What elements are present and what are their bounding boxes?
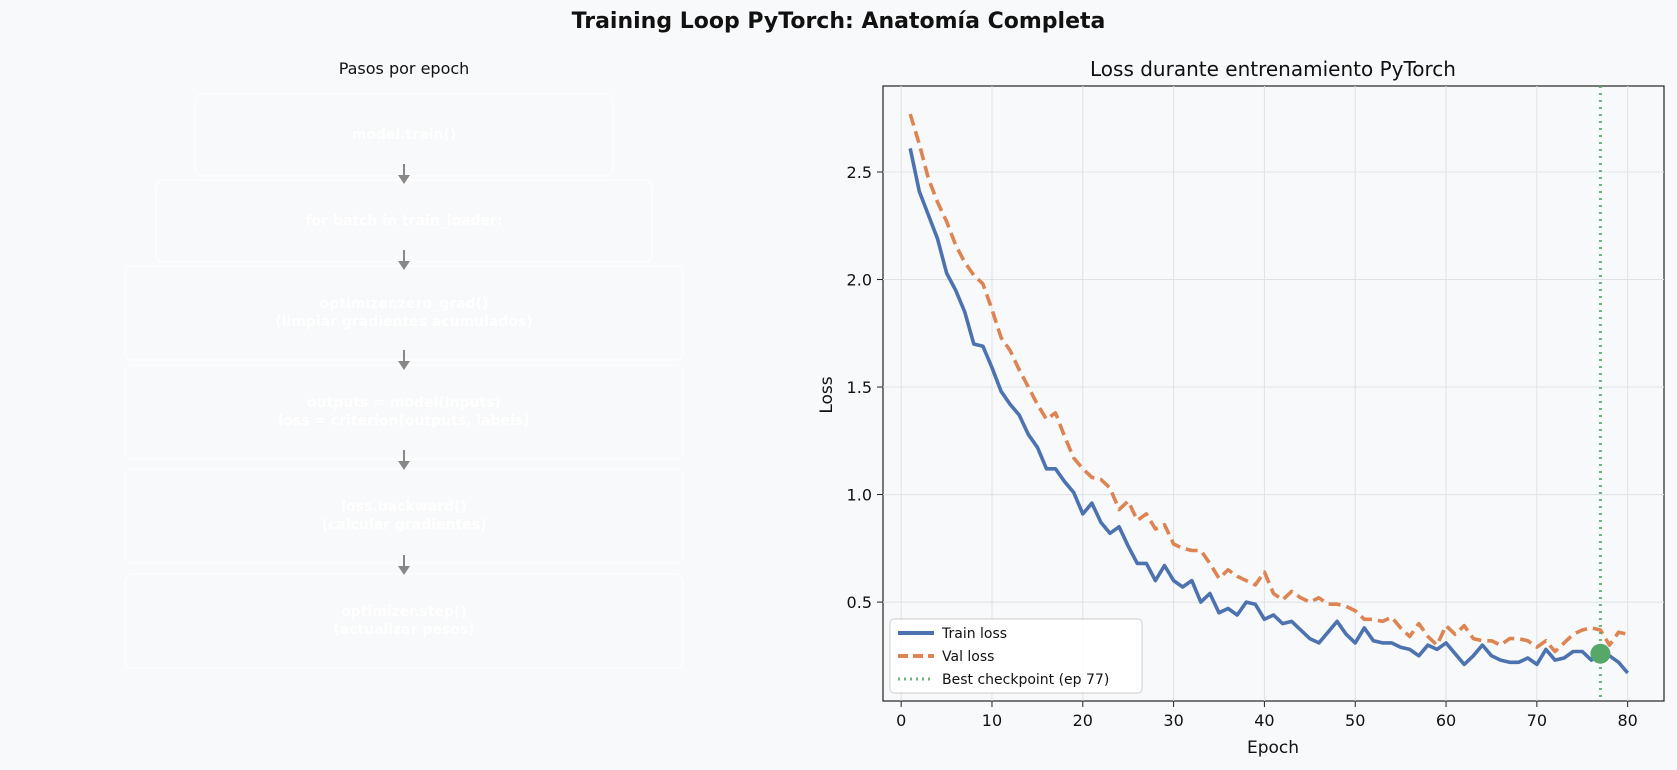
y-tick-label: 2.5 (847, 163, 872, 182)
x-tick-label: 40 (1254, 711, 1274, 730)
y-tick-label: 2.0 (847, 271, 872, 290)
x-tick-label: 30 (1163, 711, 1183, 730)
flow-title: Pasos por epoch (338, 59, 470, 78)
y-tick-label: 0.5 (847, 593, 872, 612)
x-tick-label: 20 (1073, 711, 1093, 730)
step-sublabel: loss = criterion(outputs, labels) (278, 413, 530, 429)
best-checkpoint-marker (1590, 643, 1611, 664)
legend-box (889, 618, 1143, 694)
x-tick-label: 70 (1527, 711, 1547, 730)
y-axis-label: Loss (817, 376, 837, 413)
legend-val-label: Val loss (942, 649, 994, 665)
legend-best-label: Best checkpoint (ep 77) (942, 672, 1109, 688)
x-tick-label: 0 (896, 711, 906, 730)
flow-arrow (398, 555, 410, 575)
legend-train-label: Train loss (941, 626, 1007, 642)
chart-title: Loss durante entrenamiento PyTorch (1090, 57, 1456, 81)
step-label: optimizer.zero_grad() (319, 296, 489, 312)
x-tick-label: 50 (1345, 711, 1365, 730)
step-label: loss.backward() (341, 499, 467, 515)
step-label: for batch in train_loader: (305, 213, 503, 229)
flow-arrow (398, 450, 410, 470)
x-tick-label: 10 (982, 711, 1002, 730)
legend: Train loss Val loss Best checkpoint (ep … (889, 618, 1143, 694)
y-tick-label: 1.5 (847, 378, 872, 397)
flow-arrow (398, 164, 410, 184)
step-label: optimizer.step() (341, 604, 467, 620)
step-label: model.train() (351, 127, 457, 143)
series-line-val-loss (908, 113, 1629, 654)
step-label: outputs = model(inputs) (307, 395, 501, 411)
flow-arrow (398, 350, 410, 370)
x-axis-label: Epoch (1247, 738, 1299, 758)
series-line-train-loss (908, 148, 1630, 675)
step-sublabel: (limpiar gradientes acumulados) (275, 314, 533, 330)
x-tick-label: 60 (1436, 711, 1456, 730)
flow-arrow (398, 250, 410, 270)
x-tick-label: 80 (1617, 711, 1637, 730)
y-tick-label: 1.0 (847, 486, 872, 505)
step-sublabel: (calcular gradientes) (321, 517, 487, 533)
plot-area (882, 85, 1665, 702)
step-sublabel: (actualizar pesos) (333, 622, 475, 638)
main-title: Training Loop PyTorch: Anatomía Completa (571, 9, 1106, 34)
